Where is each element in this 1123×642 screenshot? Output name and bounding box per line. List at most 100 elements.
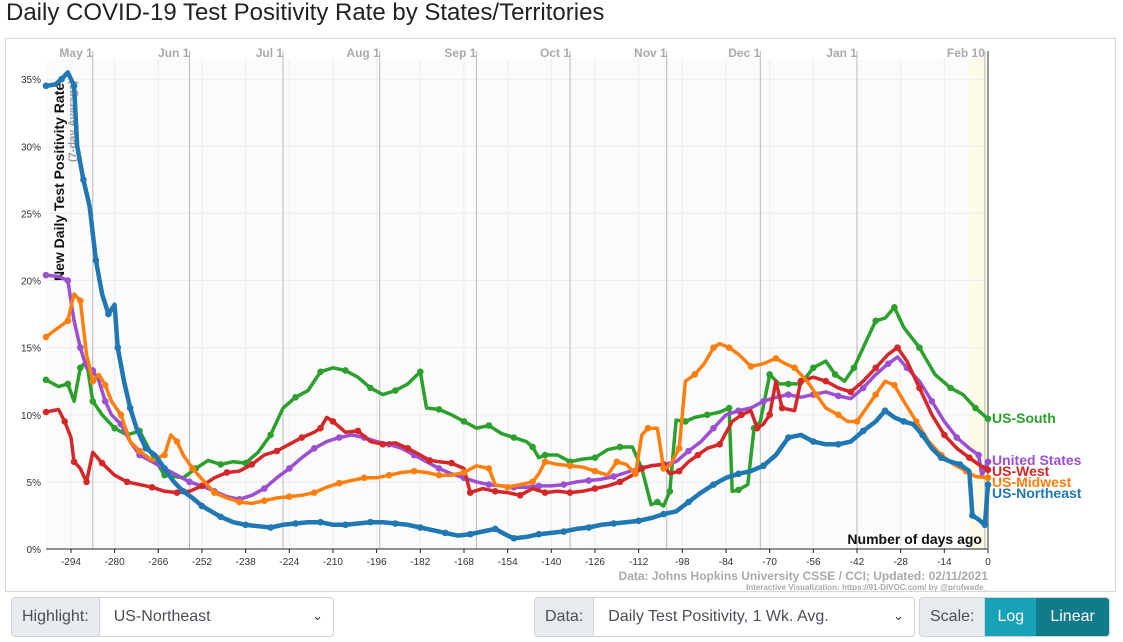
data-point-us-west[interactable] [491,487,499,495]
data-point-us-northeast[interactable] [161,465,168,472]
data-point-us-west[interactable] [198,482,206,490]
data-point-us-south[interactable] [703,411,711,419]
data-point-us-northeast[interactable] [70,82,78,90]
data-point-us-west[interactable] [716,440,724,448]
data-point-us-west[interactable] [248,461,256,468]
data-point-us-west[interactable] [941,431,948,439]
data-point-us-west[interactable] [70,458,78,466]
data-point-us-west[interactable] [638,465,646,472]
data-point-us-midwest[interactable] [310,489,318,496]
data-point-united-states[interactable] [834,392,842,400]
data-point-us-northeast[interactable] [834,440,842,448]
data-point-united-states[interactable] [859,384,867,392]
data-point-us-midwest[interactable] [791,364,798,372]
data-point-us-south[interactable] [42,376,50,384]
data-point-us-midwest[interactable] [566,462,574,470]
data-point-us-northeast[interactable] [417,524,424,531]
data-point-us-south[interactable] [785,380,792,388]
data-point-us-west[interactable] [379,440,387,448]
data-point-us-northeast[interactable] [919,431,926,439]
data-point-us-midwest[interactable] [813,391,820,398]
data-point-us-west[interactable] [354,427,362,435]
data-point-us-northeast[interactable] [956,461,964,468]
data-point-us-south[interactable] [810,364,817,372]
data-point-united-states[interactable] [610,473,617,480]
data-point-us-west[interactable] [766,411,773,419]
scale-log-button[interactable]: Log [985,598,1037,636]
data-point-us-south[interactable] [510,434,518,441]
data-point-us-west[interactable] [894,344,901,351]
data-point-us-midwest[interactable] [64,317,72,325]
data-point-us-northeast[interactable] [466,530,474,538]
data-point-us-midwest[interactable] [285,493,293,500]
data-point-us-midwest[interactable] [101,381,109,389]
data-point-us-midwest[interactable] [591,467,599,475]
data-point-us-northeast[interactable] [267,524,274,531]
data-point-us-south[interactable] [735,486,742,494]
data-point-us-midwest[interactable] [632,470,639,478]
data-point-us-northeast[interactable] [981,521,989,529]
data-point-us-west[interactable] [916,384,923,392]
data-point-us-south[interactable] [242,459,249,467]
data-point-us-midwest[interactable] [834,411,842,419]
data-point-us-south[interactable] [292,394,299,401]
data-point-us-midwest[interactable] [853,418,861,425]
data-point-us-west[interactable] [273,447,281,455]
data-point-us-south[interactable] [317,368,324,376]
data-point-us-south[interactable] [654,498,661,506]
data-point-us-south[interactable] [591,454,599,462]
data-point-us-northeast[interactable] [105,310,112,318]
data-point-us-northeast[interactable] [179,487,187,495]
data-point-us-midwest[interactable] [984,474,992,482]
data-point-us-midwest[interactable] [529,478,536,486]
data-point-us-west[interactable] [42,408,50,416]
data-point-us-northeast[interactable] [735,470,742,478]
data-point-us-west[interactable] [298,434,306,441]
data-point-united-states[interactable] [975,451,982,459]
data-point-united-states[interactable] [535,482,543,490]
data-point-united-states[interactable] [101,398,109,405]
data-point-us-northeast[interactable] [984,481,992,488]
data-point-united-states[interactable] [310,445,318,452]
data-point-us-northeast[interactable] [710,481,717,488]
data-point-us-west[interactable] [173,489,181,496]
data-point-us-west[interactable] [738,411,745,419]
data-point-us-south[interactable] [972,404,979,412]
data-point-us-midwest[interactable] [485,465,493,472]
data-point-us-west[interactable] [98,459,106,467]
data-point-us-south[interactable] [984,415,992,423]
data-point-us-midwest[interactable] [872,391,880,398]
data-point-us-midwest[interactable] [504,483,511,491]
data-point-us-midwest[interactable] [725,344,733,351]
data-point-united-states[interactable] [785,391,792,398]
data-point-united-states[interactable] [42,271,50,279]
data-point-us-midwest[interactable] [460,469,468,476]
data-point-us-northeast[interactable] [292,520,299,527]
data-point-united-states[interactable] [261,485,268,492]
data-point-us-midwest[interactable] [410,467,418,475]
data-point-us-south[interactable] [460,418,468,425]
data-point-united-states[interactable] [884,360,892,368]
data-point-us-midwest[interactable] [236,498,243,506]
data-point-us-midwest[interactable] [211,489,218,496]
data-point-us-south[interactable] [872,317,880,325]
data-point-us-northeast[interactable] [217,513,224,521]
data-point-us-northeast[interactable] [785,434,792,441]
data-point-us-midwest[interactable] [747,363,755,370]
data-point-us-west[interactable] [591,485,599,492]
data-point-us-midwest[interactable] [173,438,181,445]
data-point-us-midwest[interactable] [435,471,443,479]
data-point-us-west[interactable] [984,466,992,474]
data-point-us-west[interactable] [872,364,880,372]
data-point-us-northeast[interactable] [535,530,543,538]
data-point-us-northeast[interactable] [242,521,249,529]
data-point-us-northeast[interactable] [760,462,767,470]
data-point-united-states[interactable] [560,481,568,488]
data-point-us-west[interactable] [566,489,574,496]
data-point-us-west[interactable] [694,451,702,459]
data-point-us-west[interactable] [83,478,90,486]
data-point-us-northeast[interactable] [969,512,976,519]
data-point-us-midwest[interactable] [42,333,50,341]
data-point-united-states[interactable] [585,477,593,484]
data-point-us-midwest[interactable] [385,471,393,479]
